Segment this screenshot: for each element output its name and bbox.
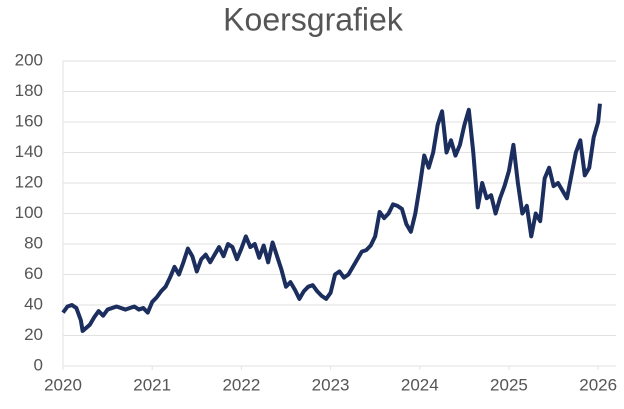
- y-tick-label: 200: [15, 50, 43, 69]
- x-tick-label: 2023: [312, 375, 350, 394]
- x-tick-label: 2024: [401, 375, 439, 394]
- y-tick-label: 60: [24, 264, 43, 283]
- y-tick-label: 80: [24, 233, 43, 252]
- y-tick-label: 0: [34, 355, 43, 374]
- y-tick-label: 140: [15, 142, 43, 161]
- y-tick-label: 180: [15, 81, 43, 100]
- x-tick-label: 2026: [579, 375, 617, 394]
- x-tick-label: 2025: [490, 375, 528, 394]
- chart-title: Koersgrafiek: [223, 1, 404, 37]
- y-tick-label: 20: [24, 325, 43, 344]
- x-tick-label: 2022: [222, 375, 260, 394]
- x-tick-label: 2020: [44, 375, 82, 394]
- y-tick-label: 160: [15, 111, 43, 130]
- x-tick-label: 2021: [133, 375, 171, 394]
- y-tick-label: 40: [24, 294, 43, 313]
- y-tick-label: 100: [15, 203, 43, 222]
- y-tick-label: 120: [15, 172, 43, 191]
- price-line: [61, 103, 602, 333]
